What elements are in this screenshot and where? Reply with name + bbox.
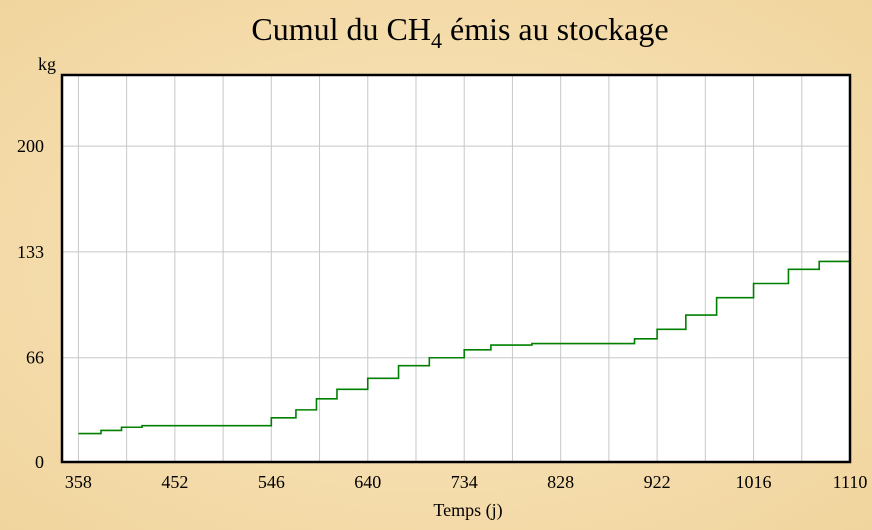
x-axis-label: Temps (j) [433, 500, 502, 521]
plot-area [62, 75, 850, 462]
x-tick-label: 828 [547, 472, 574, 492]
title-part: émis au stockage [442, 11, 669, 47]
x-tick-label: 922 [644, 472, 671, 492]
title-subscript: 4 [431, 28, 442, 53]
y-tick-label: 200 [17, 136, 44, 156]
y-axis-label: kg [38, 54, 56, 74]
x-tick-label: 734 [451, 472, 478, 492]
x-tick-label: 1110 [833, 472, 868, 492]
x-tick-label: 452 [161, 472, 188, 492]
title-part: Cumul du CH [251, 11, 431, 47]
y-tick-label: 0 [35, 452, 44, 472]
x-tick-label: 1016 [736, 472, 772, 492]
x-tick-label: 546 [258, 472, 285, 492]
chart-title: Cumul du CH4 émis au stockage [251, 11, 668, 53]
x-tick-label: 640 [354, 472, 381, 492]
plot-frame [60, 73, 852, 464]
y-tick-label: 66 [26, 348, 44, 368]
data-line [78, 250, 851, 435]
x-tick-label: 358 [65, 472, 92, 492]
y-tick-label: 133 [17, 242, 44, 262]
